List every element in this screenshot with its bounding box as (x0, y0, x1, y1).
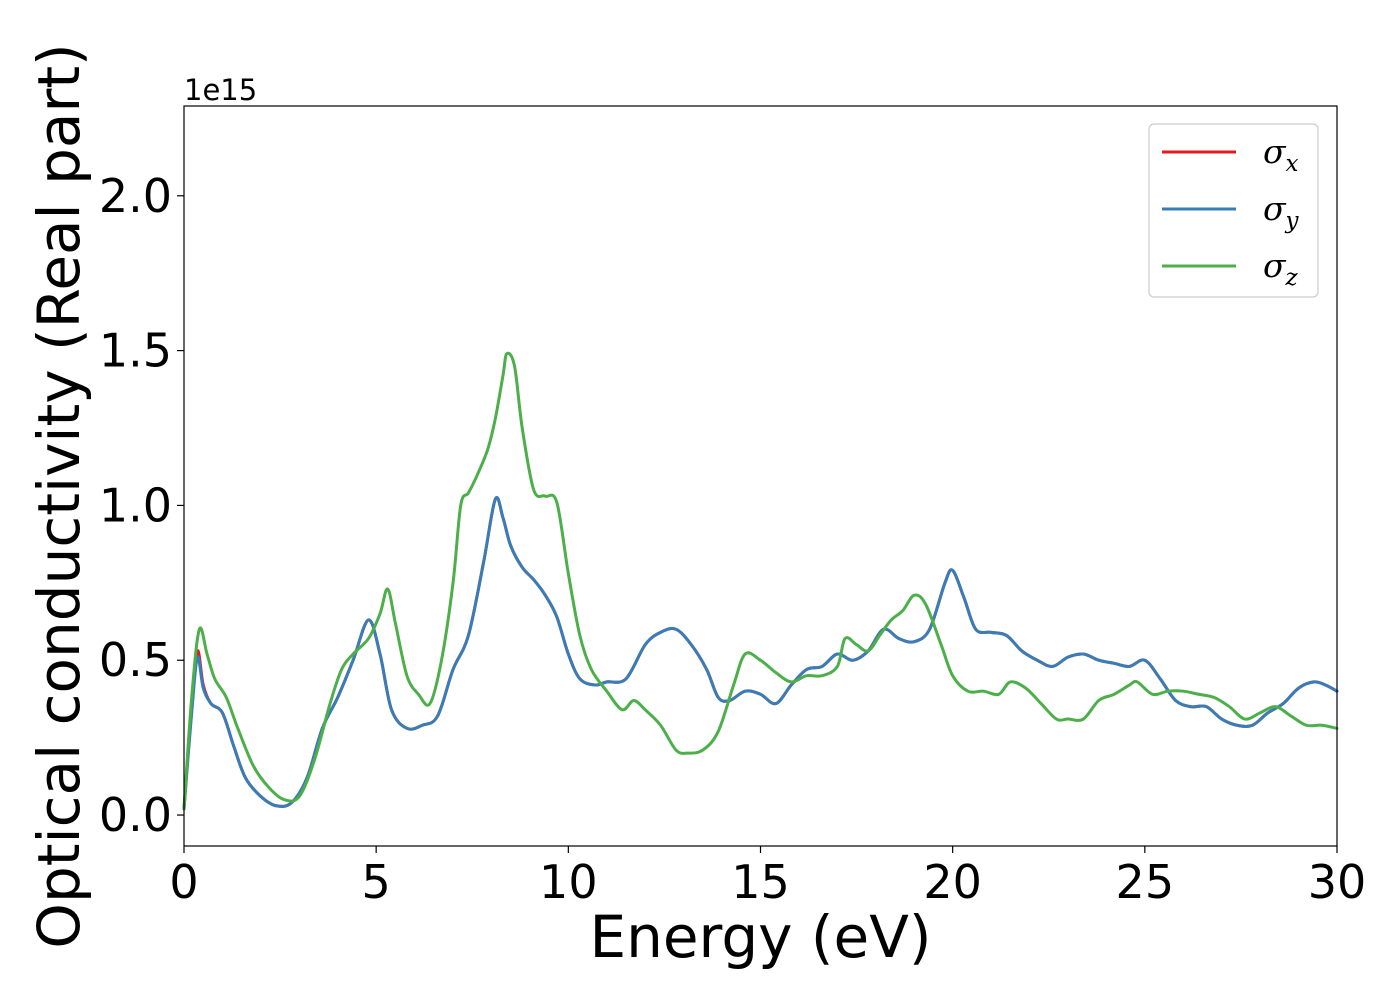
series-layer (182, 351, 1339, 811)
y-tick-label: 1.0 (99, 478, 172, 532)
y-tick-label: 0.0 (99, 788, 172, 842)
y-tick-label: 2.0 (99, 169, 172, 223)
legend-label-x: σx (1263, 132, 1299, 177)
y-tick-label: 1.5 (99, 324, 172, 378)
y-axis-title: Optical conductivity (Real part) (25, 43, 93, 948)
y-axis-offset-label: 1e15 (184, 73, 257, 107)
x-tick-label: 20 (923, 855, 982, 909)
legend-label-y: σy (1263, 189, 1300, 234)
x-tick-label: 30 (1308, 855, 1367, 909)
series-line-z (182, 351, 1339, 811)
x-tick-label: 15 (731, 855, 790, 909)
x-tick-label: 25 (1116, 855, 1175, 909)
x-axis: 0 5 10 15 20 25 30 (169, 846, 1366, 909)
legend-label-z: σz (1263, 246, 1299, 291)
x-tick-label: 10 (539, 855, 598, 909)
x-tick-label: 5 (362, 855, 391, 909)
series-line-y (182, 496, 1339, 811)
x-axis-title: Energy (eV) (589, 903, 931, 971)
x-tick-label: 0 (169, 855, 198, 909)
legend: σx σy σz (1148, 123, 1319, 298)
y-tick-label: 0.5 (99, 633, 172, 687)
y-axis: 0.0 0.5 1.0 1.5 2.0 (99, 169, 184, 842)
